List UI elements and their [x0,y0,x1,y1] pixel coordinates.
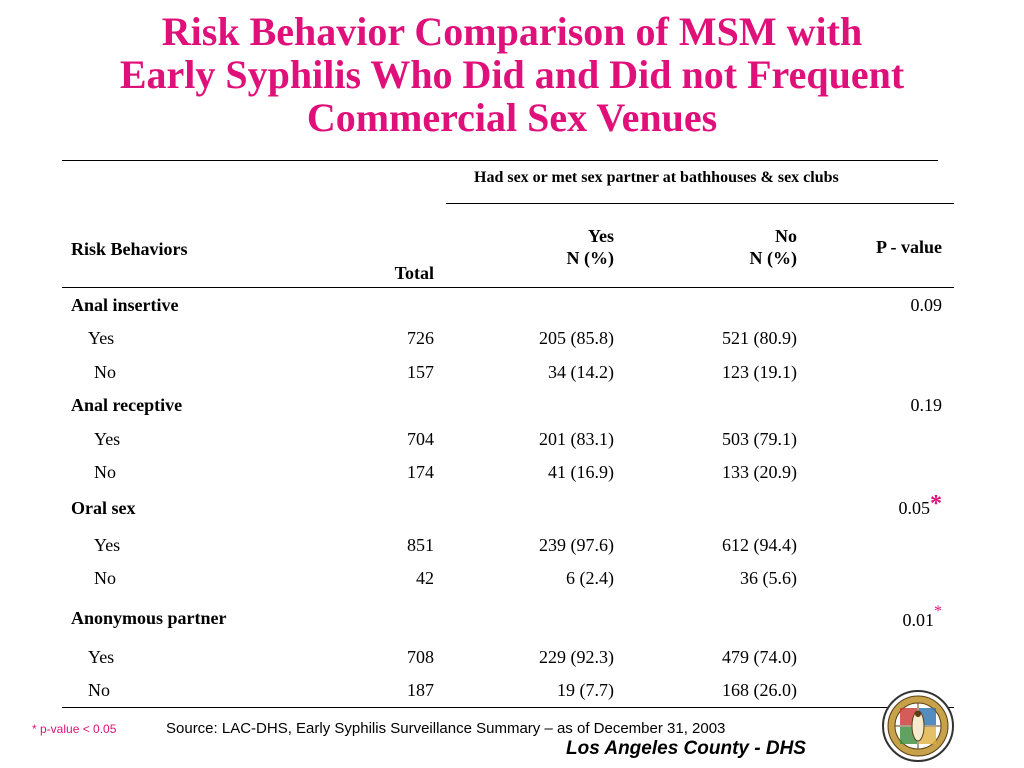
p-value: 0.05 [898,498,931,518]
row-label: No [94,362,116,382]
total-cell: 174 [407,462,434,482]
no-cell: 479 (74.0) [722,647,797,667]
row-label: Yes [88,647,115,667]
title-line-2: Early Syphilis Who Did and Did not Frequ… [119,52,905,97]
table-bottom-rule [62,707,954,708]
row-label: No [94,568,116,588]
no-cell: 521 (80.9) [722,328,797,348]
row-label: No [88,680,110,700]
section-label: Anal receptive [71,395,183,415]
title-line-1: Risk Behavior Comparison of MSM with [161,9,863,54]
total-cell: 157 [407,362,434,382]
table-top-rule [62,160,938,161]
row-label: Yes [88,328,115,348]
total-cell: 708 [407,647,434,667]
yes-cell: 41 (16.9) [548,462,614,482]
yes-cell: 19 (7.7) [557,680,614,700]
col-header-total: Total [394,263,434,283]
col-header-no: No [775,226,797,246]
group-header-rule [446,203,954,204]
significance-star: * [930,491,942,517]
p-value-cell: 0.01* [800,603,943,631]
county-seal-icon [882,690,954,762]
col-header-yes: Yes [588,226,614,246]
yes-cell: 6 (2.4) [566,568,614,588]
title-line-3: Commercial Sex Venues [306,95,718,140]
col-header-p-value: P - value [876,237,942,257]
no-cell: 503 (79.1) [722,429,797,449]
p-value: 0.19 [910,395,943,415]
col-header-yes-unit: N (%) [566,248,615,268]
p-value-cell: 0.05* [800,492,943,519]
yes-cell: 34 (14.2) [548,362,614,382]
yes-cell: 201 (83.1) [539,429,614,449]
footnote: * p-value < 0.05 [32,722,117,736]
total-cell: 851 [407,535,434,555]
yes-cell: 229 (92.3) [539,647,614,667]
significance-star: * [934,603,942,620]
p-value: 0.01 [902,610,935,630]
no-cell: 36 (5.6) [740,568,797,588]
total-cell: 187 [407,680,434,700]
section-label: Oral sex [71,498,136,518]
total-cell: 42 [416,568,434,588]
col-header-risk-behaviors: Risk Behaviors [71,239,188,259]
row-label: No [94,462,116,482]
no-cell: 168 (26.0) [722,680,797,700]
no-cell: 133 (20.9) [722,462,797,482]
no-cell: 123 (19.1) [722,362,797,382]
slide-title: Risk Behavior Comparison of MSM with Ear… [0,10,1024,139]
p-value: 0.09 [910,295,943,315]
group-header: Had sex or met sex partner at bathhouses… [474,169,839,186]
section-label: Anonymous partner [71,608,227,628]
section-label: Anal insertive [71,295,179,315]
row-label: Yes [94,429,121,449]
row-label: Yes [94,535,121,555]
total-cell: 704 [407,429,434,449]
department-label: Los Angeles County - DHS [566,738,806,759]
total-cell: 726 [407,328,434,348]
source-note: Source: LAC-DHS, Early Syphilis Surveill… [166,720,726,737]
header-bottom-rule [62,287,954,288]
yes-cell: 205 (85.8) [539,328,614,348]
col-header-no-unit: N (%) [749,248,798,268]
yes-cell: 239 (97.6) [539,535,614,555]
no-cell: 612 (94.4) [722,535,797,555]
